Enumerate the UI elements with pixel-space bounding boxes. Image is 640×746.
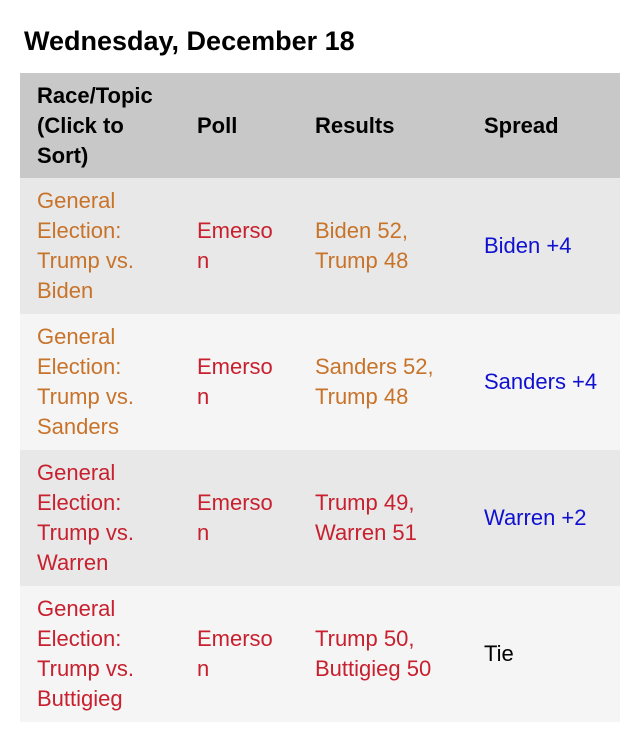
poll-link[interactable]: Emerson — [197, 490, 273, 545]
results-cell[interactable]: Trump 49, Warren 51 — [298, 450, 467, 586]
header-results[interactable]: Results — [298, 73, 467, 178]
page-title: Wednesday, December 18 — [24, 26, 355, 56]
poll-link[interactable]: Emerson — [197, 218, 273, 273]
spread-cell: Warren +2 — [467, 450, 620, 586]
race-cell[interactable]: General Election: Trump vs. Biden — [20, 178, 180, 314]
header-spread[interactable]: Spread — [467, 73, 620, 178]
spread-cell: Biden +4 — [467, 178, 620, 314]
poll-link[interactable]: Emerson — [197, 354, 273, 409]
table-row: General Election: Trump vs. Sanders Emer… — [20, 314, 620, 450]
header-race-topic[interactable]: Race/Topic (Click to Sort) — [20, 73, 180, 178]
poll-cell[interactable]: Emerson — [180, 450, 298, 586]
results-cell[interactable]: Trump 50, Buttigieg 50 — [298, 586, 467, 722]
poll-cell[interactable]: Emerson — [180, 314, 298, 450]
table-row: General Election: Trump vs. Buttigieg Em… — [20, 586, 620, 722]
race-cell[interactable]: General Election: Trump vs. Buttigieg — [20, 586, 180, 722]
header-row: Race/Topic (Click to Sort) Poll Results … — [20, 73, 620, 178]
polls-table: Race/Topic (Click to Sort) Poll Results … — [20, 73, 620, 722]
table-row: General Election: Trump vs. Biden Emerso… — [20, 178, 620, 314]
header-poll[interactable]: Poll — [180, 73, 298, 178]
table-row: General Election: Trump vs. Warren Emers… — [20, 450, 620, 586]
results-cell[interactable]: Biden 52, Trump 48 — [298, 178, 467, 314]
poll-cell[interactable]: Emerson — [180, 586, 298, 722]
spread-cell: Sanders +4 — [467, 314, 620, 450]
poll-link[interactable]: Emerson — [197, 626, 273, 681]
poll-cell[interactable]: Emerson — [180, 178, 298, 314]
race-cell[interactable]: General Election: Trump vs. Warren — [20, 450, 180, 586]
spread-cell: Tie — [467, 586, 620, 722]
results-cell[interactable]: Sanders 52, Trump 48 — [298, 314, 467, 450]
race-cell[interactable]: General Election: Trump vs. Sanders — [20, 314, 180, 450]
